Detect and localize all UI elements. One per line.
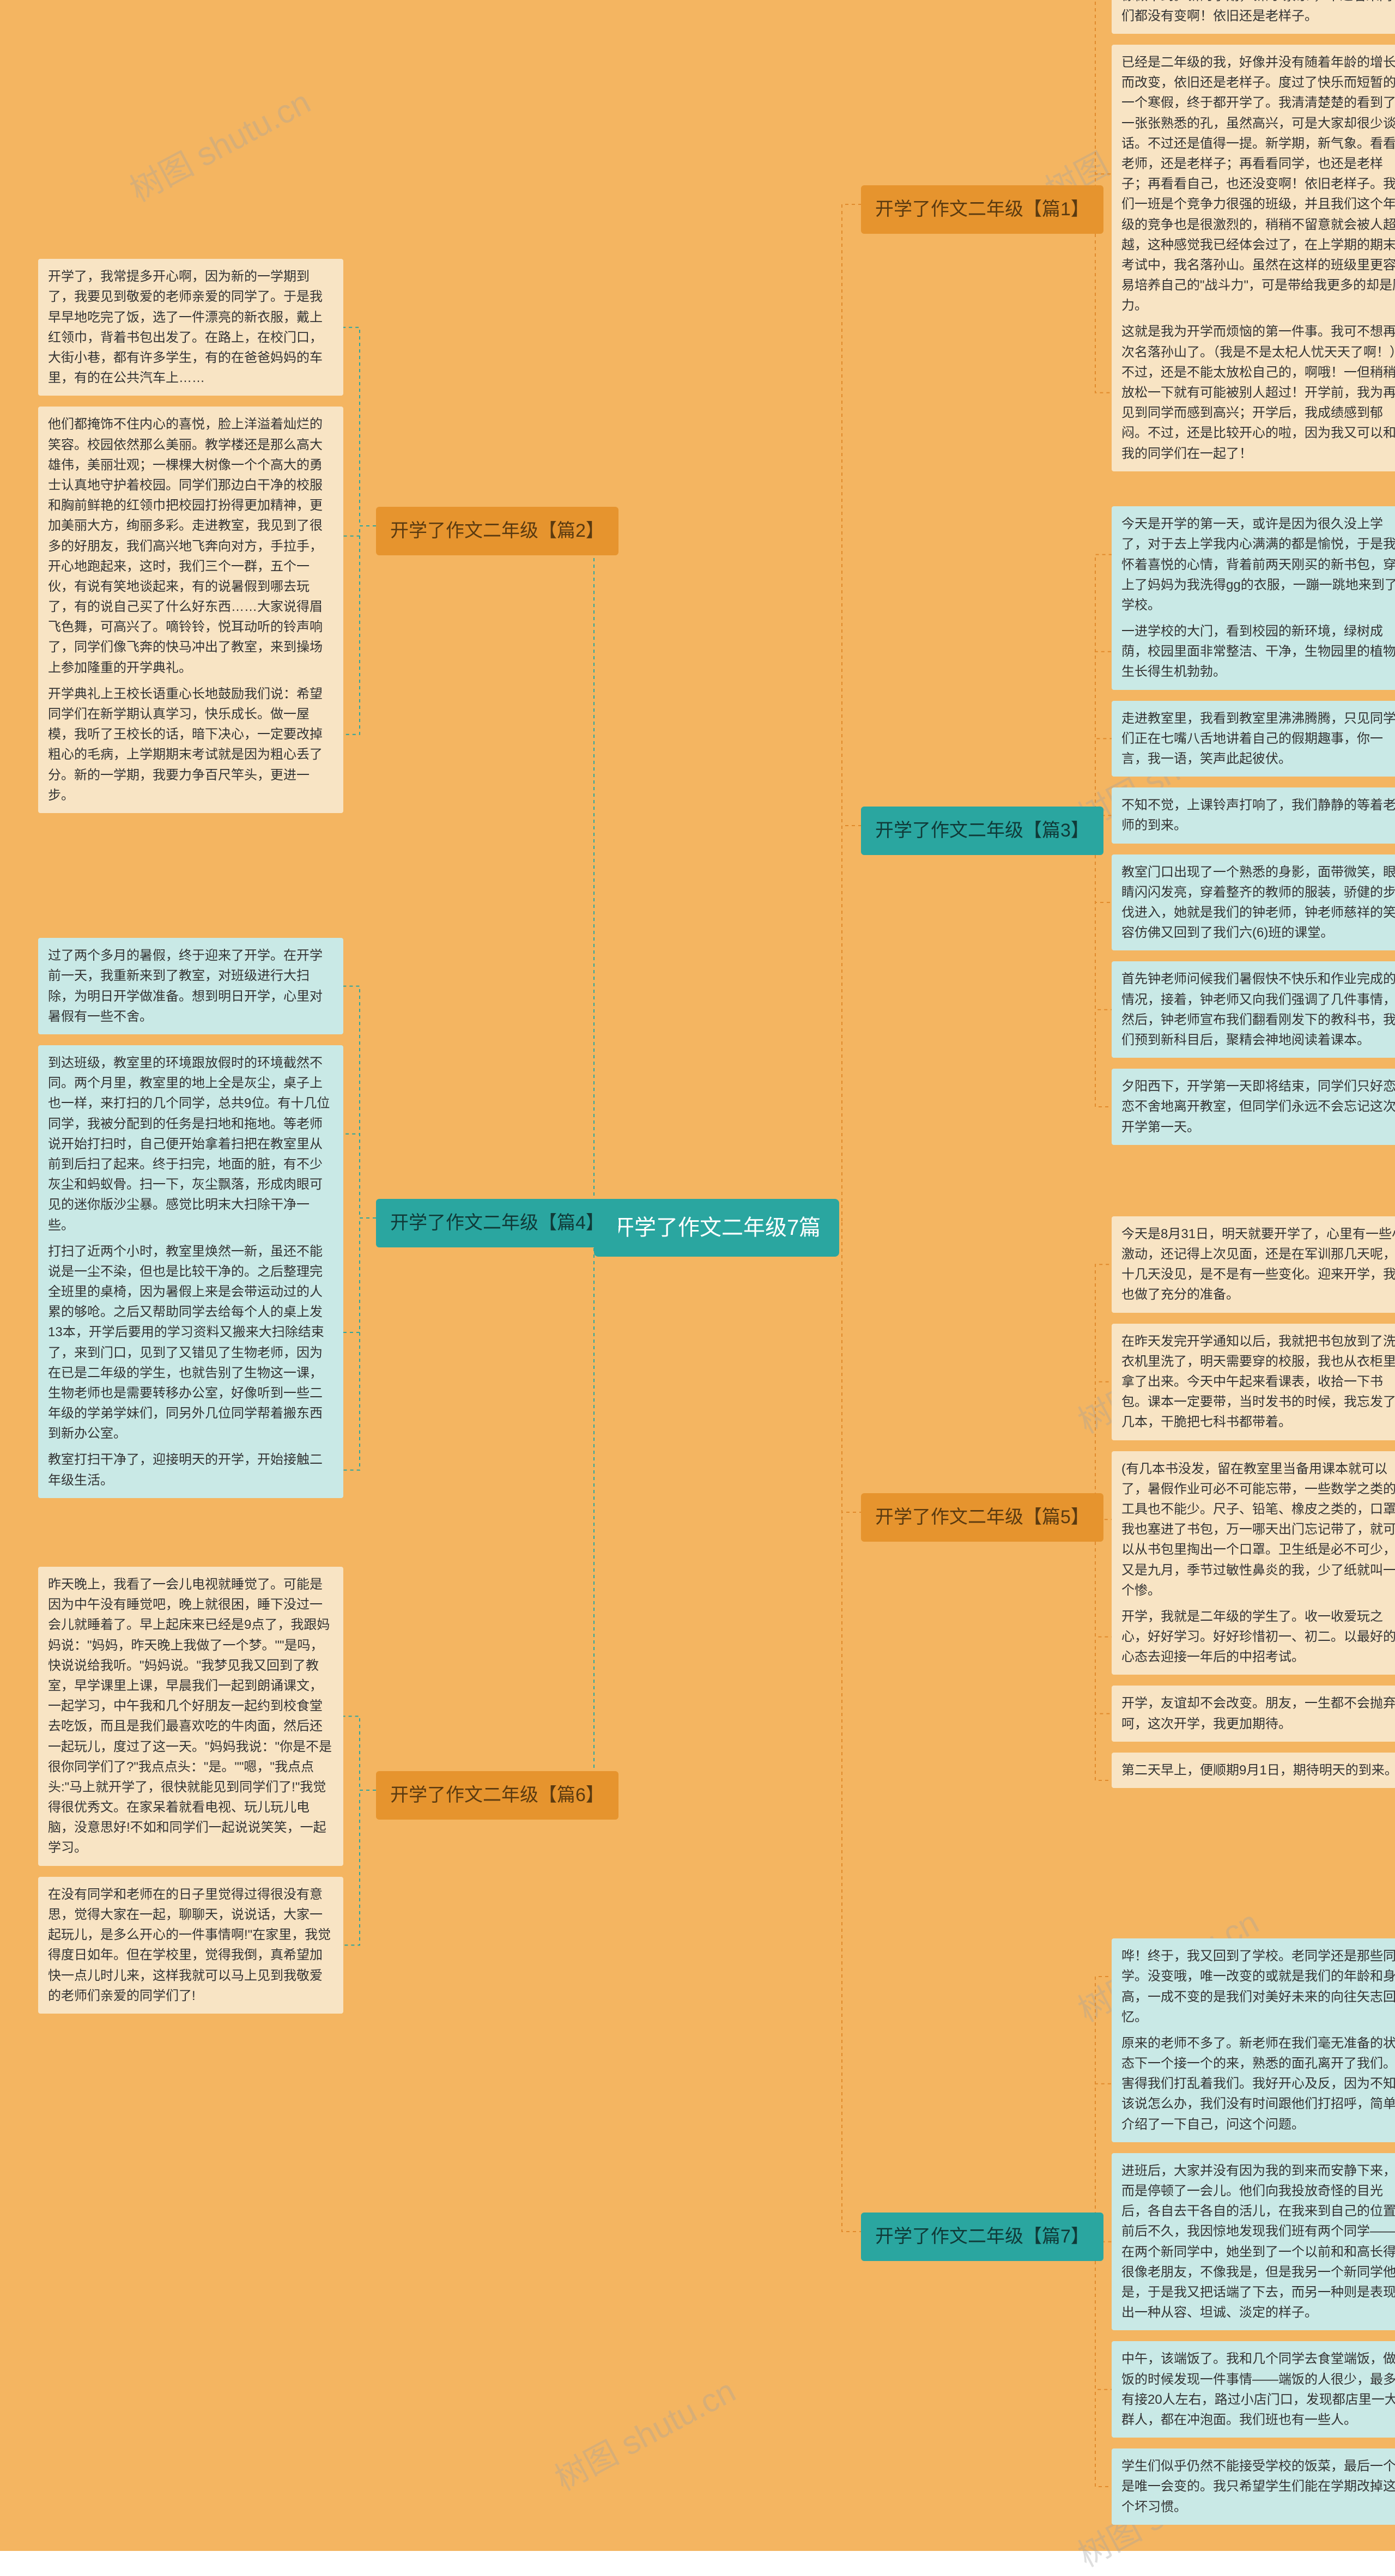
leaf-content: 这就是我为开学而烦恼的第一件事。我可不想再次名落孙山了。（我是不是太杞人忧天天了…	[1112, 314, 1395, 471]
leaf-content: 首先钟老师问候我们暑假快不快乐和作业完成的情况，接着，钟老师又向我们强调了几件事…	[1112, 961, 1395, 1058]
branch-topic: 开学了作文二年级【篇7】	[861, 2213, 1103, 2261]
leaf-content: 一进学校的大门，看到校园的新环境，绿树成荫，校园里面非常整洁、干净，生物园里的植…	[1112, 614, 1395, 690]
leaf-content: 教室打扫干净了，迎接明天的开学，开始接触二年级生活。	[38, 1442, 343, 1498]
leaf-content: 进班后，大家并没有因为我的到来而安静下来，而是停顿了一会儿。他们向我投放奇怪的目…	[1112, 2153, 1395, 2331]
leaf-content: 打扫了近两个小时，教室里焕然一新，虽还不能说是一尘不染，但也是比较干净的。之后整…	[38, 1234, 343, 1452]
leaf-content: 哗！终于，我又回到了学校。老同学还是那些同学。没变哦，唯一改变的或就是我们的年龄…	[1112, 1938, 1395, 2035]
leaf-content: 中午，该端饭了。我和几个同学去食堂端饭，做饭的时候发现一件事情——端饭的人很少，…	[1112, 2341, 1395, 2438]
center-topic: 开学了作文二年级7篇	[594, 1199, 839, 1257]
branch-topic: 开学了作文二年级【篇2】	[376, 507, 618, 555]
leaf-content: 开学，我就是二年级的学生了。收一收爱玩之心，好好学习。好好珍惜初一、初二。以最好…	[1112, 1599, 1395, 1675]
leaf-content: 教室门口出现了一个熟悉的身影，面带微笑，眼睛闪闪发亮，穿着整齐的教师的服装，骄健…	[1112, 854, 1395, 951]
leaf-content: 寒假终于都过去了，紧接着就是读书了。都上二年级了，我不敢疏忽，心想着努力读书，不…	[1112, 0, 1395, 34]
leaf-content: 开学了，我常提多开心啊，因为新的一学期到了，我要见到敬爱的老师亲爱的同学了。于是…	[38, 259, 343, 396]
leaf-content: 第二天早上，便顺期9月1日，期待明天的到来。	[1112, 1753, 1395, 1788]
branch-topic: 开学了作文二年级【篇3】	[861, 807, 1103, 855]
leaf-content: 他们都掩饰不住内心的喜悦，脸上洋溢着灿烂的笑容。校园依然那么美丽。教学楼还是那么…	[38, 407, 343, 685]
leaf-content: 在没有同学和老师在的日子里觉得过得很没有意思，觉得大家在一起，聊聊天，说说话，大…	[38, 1877, 343, 2014]
leaf-content: 过了两个多月的暑假，终于迎来了开学。在开学前一天，我重新来到了教室，对班级进行大…	[38, 938, 343, 1034]
leaf-content: 夕阳西下，开学第一天即将结束，同学们只好恋恋不舍地离开教室，但同学们永远不会忘记…	[1112, 1069, 1395, 1145]
leaf-content: (有几本书没发，留在教室里当备用课本就可以了，暑假作业可必不可能忘带，一些数学之…	[1112, 1451, 1395, 1608]
branch-topic: 开学了作文二年级【篇5】	[861, 1493, 1103, 1542]
leaf-content: 今天是8月31日，明天就要开学了，心里有一些小激动，还记得上次见面，还是在军训那…	[1112, 1216, 1395, 1313]
leaf-content: 在昨天发完开学通知以后，我就把书包放到了洗衣机里洗了，明天需要穿的校服，我也从衣…	[1112, 1324, 1395, 1440]
leaf-content: 已经是二年级的我，好像并没有随着年龄的增长而改变，依旧还是老样子。度过了快乐而短…	[1112, 45, 1395, 323]
leaf-content: 昨天晚上，我看了一会儿电视就睡觉了。可能是因为中午没有睡觉吧，晚上就很困，睡下没…	[38, 1567, 343, 1866]
branch-topic: 开学了作文二年级【篇6】	[376, 1771, 618, 1820]
leaf-content: 学生们似乎仍然不能接受学校的饭菜，最后一个是唯一会变的。我只希望学生们能在学期改…	[1112, 2448, 1395, 2525]
leaf-content: 今天是开学的第一天，或许是因为很久没上学了，对于去上学我内心满满的都是愉悦，于是…	[1112, 506, 1395, 623]
branch-topic: 开学了作文二年级【篇1】	[861, 185, 1103, 234]
leaf-content: 到达班级，教室里的环境跟放假时的环境截然不同。两个月里，教室里的地上全是灰尘，桌…	[38, 1045, 343, 1243]
leaf-content: 不知不觉，上课铃声打响了，我们静静的等着老师的到来。	[1112, 787, 1395, 843]
leaf-content: 走进教室里，我看到教室里沸沸腾腾，只见同学们正在七嘴八舌地讲着自己的假期趣事，你…	[1112, 701, 1395, 777]
leaf-content: 原来的老师不多了。新老师在我们毫无准备的状态下一个接一个的来，熟悉的面孔离开了我…	[1112, 2026, 1395, 2142]
leaf-content: 开学，友谊却不会改变。朋友，一生都不会抛弃呵，这次开学，我更加期待。	[1112, 1686, 1395, 1741]
leaf-content: 开学典礼上王校长语重心长地鼓励我们说：希望同学们在新学期认真学习，快乐成长。做一…	[38, 676, 343, 813]
branch-topic: 开学了作文二年级【篇4】	[376, 1199, 618, 1247]
